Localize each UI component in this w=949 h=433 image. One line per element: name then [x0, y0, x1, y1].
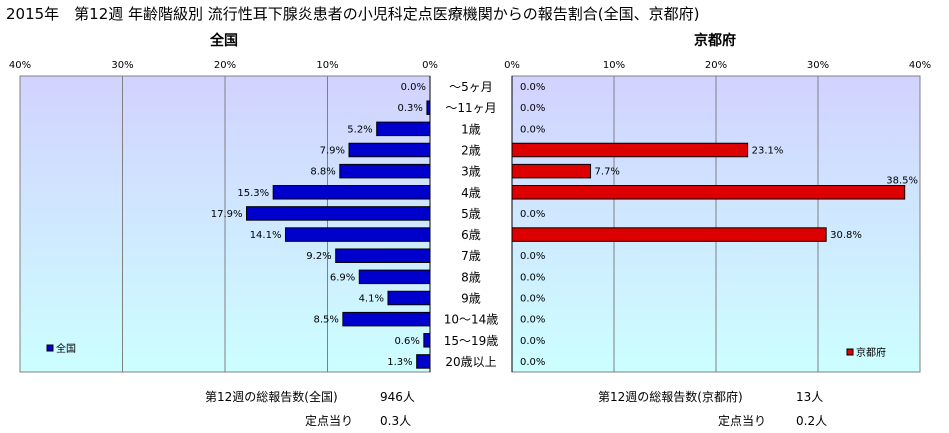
age-category-label: 5歳 [461, 207, 481, 221]
chart-title: 2015年 第12週 年齢階級別 流行性耳下腺炎患者の小児科定点医療機関からの報… [6, 5, 700, 23]
national-data-label: 1.3% [387, 357, 412, 368]
kyoto-x-tick-label: 20% [705, 60, 727, 71]
kyoto-data-label: 0.0% [520, 315, 545, 326]
age-category-label: 2歳 [461, 144, 481, 158]
kyoto-total-value: 13人 [796, 390, 824, 404]
national-x-tick-label: 40% [9, 60, 31, 71]
age-category-label: 20歳以上 [445, 355, 496, 369]
national-bar [423, 333, 431, 348]
national-bar [348, 142, 431, 158]
kyoto-data-label: 7.7% [595, 167, 620, 178]
national-total-value: 946人 [380, 390, 415, 404]
national-data-label: 17.9% [211, 209, 243, 220]
kyoto-bar [511, 227, 827, 242]
national-data-label: 8.8% [310, 167, 335, 178]
national-x-tick-label: 0% [422, 60, 438, 71]
national-x-tick-label: 10% [316, 60, 338, 71]
age-category-label: ～5ヶ月 [449, 80, 493, 94]
kyoto-data-label: 0.0% [520, 124, 545, 135]
national-data-label: 5.2% [347, 124, 372, 135]
age-category-label: 7歳 [461, 249, 481, 263]
kyoto-data-label: 30.8% [830, 230, 862, 241]
age-category-label: ～11ヶ月 [445, 101, 496, 115]
kyoto-legend-label: 京都府 [856, 346, 886, 359]
national-data-label: 6.9% [330, 272, 355, 283]
national-data-label: 4.1% [359, 294, 384, 305]
national-data-label: 14.1% [250, 230, 282, 241]
kyoto-per-value: 0.2人 [796, 414, 828, 428]
national-bar [272, 185, 431, 200]
national-bar [376, 121, 431, 137]
kyoto-bar [511, 142, 749, 158]
age-category-label: 8歳 [461, 270, 481, 284]
national-bar [339, 163, 431, 179]
kyoto-data-label: 0.0% [520, 357, 545, 368]
national-legend-label: 全国 [56, 342, 76, 355]
national-per-value: 0.3人 [380, 414, 412, 428]
kyoto-data-label: 23.1% [752, 146, 784, 157]
kyoto-total-label: 第12週の総報告数(京都府) [598, 390, 743, 404]
kyoto-data-label: 0.0% [520, 294, 545, 305]
kyoto-panel-title: 京都府 [694, 33, 736, 49]
national-bar [358, 269, 431, 285]
kyoto-bar [511, 163, 592, 179]
age-category-label: 3歳 [461, 165, 481, 179]
national-data-label: 0.6% [394, 336, 419, 347]
age-category-label: 10～14歳 [444, 313, 499, 327]
kyoto-data-label: 0.0% [520, 103, 545, 114]
age-category-label: 1歳 [461, 122, 481, 136]
kyoto-data-label: 0.0% [520, 251, 545, 262]
kyoto-x-tick-label: 10% [603, 60, 625, 71]
national-legend-swatch [46, 344, 54, 352]
kyoto-x-tick-label: 40% [909, 60, 931, 71]
national-data-label: 0.3% [398, 103, 423, 114]
national-total-label: 第12週の総報告数(全国) [205, 390, 338, 404]
kyoto-legend-swatch [846, 348, 854, 356]
national-data-label: 8.5% [313, 315, 338, 326]
national-data-label: 9.2% [306, 251, 331, 262]
national-data-label: 0.0% [401, 82, 426, 93]
national-per-label: 定点当り [305, 414, 354, 428]
national-x-tick-label: 20% [214, 60, 236, 71]
kyoto-data-label: 0.0% [520, 209, 545, 220]
kyoto-x-tick-label: 0% [504, 60, 520, 71]
kyoto-data-label: 0.0% [520, 272, 545, 283]
age-category-label: 9歳 [461, 292, 481, 306]
national-bar [335, 248, 431, 263]
kyoto-x-tick-label: 30% [807, 60, 829, 71]
kyoto-data-label: 0.0% [520, 82, 545, 93]
national-data-label: 7.9% [320, 146, 345, 157]
national-bar [416, 354, 431, 369]
national-bar [342, 311, 431, 327]
age-category-label: 6歳 [461, 228, 481, 242]
kyoto-data-label: 0.0% [520, 336, 545, 347]
national-panel-title: 全国 [210, 33, 238, 49]
national-bar [426, 100, 431, 115]
national-bar [246, 206, 431, 221]
kyoto-bar [511, 185, 906, 200]
kyoto-per-label: 定点当り [718, 414, 767, 428]
national-bar [387, 290, 431, 306]
age-category-label: 15～19歳 [444, 334, 499, 348]
national-x-tick-label: 30% [111, 60, 133, 71]
national-bar [284, 227, 431, 242]
national-data-label: 15.3% [237, 188, 269, 199]
age-category-label: 4歳 [461, 186, 481, 200]
kyoto-data-label: 38.5% [886, 176, 918, 187]
